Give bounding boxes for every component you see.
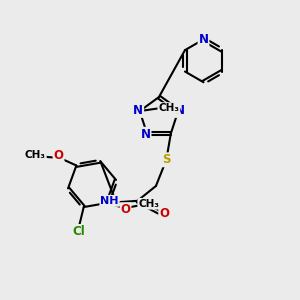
- Text: CH₃: CH₃: [25, 150, 46, 160]
- Text: N: N: [141, 128, 151, 141]
- Text: N: N: [199, 33, 208, 46]
- Text: O: O: [121, 203, 130, 216]
- Text: NH: NH: [100, 196, 119, 206]
- Text: O: O: [53, 148, 64, 162]
- Text: CH₃: CH₃: [138, 199, 159, 209]
- Text: N: N: [175, 104, 184, 117]
- Text: S: S: [162, 153, 171, 166]
- Text: CH₃: CH₃: [158, 103, 179, 113]
- Text: N: N: [133, 104, 143, 117]
- Text: O: O: [159, 207, 169, 220]
- Text: Cl: Cl: [73, 225, 85, 238]
